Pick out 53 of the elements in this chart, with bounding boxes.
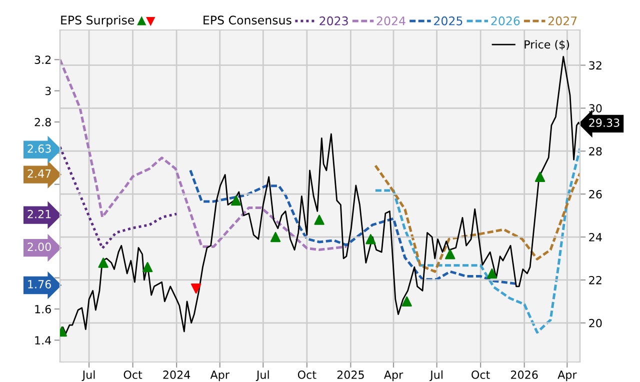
legend-title: EPS Consensus (204, 16, 292, 25)
point (190, 283, 202, 294)
x-tick-label: Apr (384, 370, 404, 382)
line-series (60, 58, 348, 252)
x-tick-label: 2024 (163, 370, 190, 379)
y-tick-label: 1.6 (35, 304, 51, 314)
y-tick-label: 2.63 (28, 144, 51, 153)
y-tick-label: 2.21 (28, 210, 51, 218)
point (445, 249, 456, 260)
point (366, 234, 376, 244)
legend-label: 2024 (376, 16, 406, 26)
y-tick-label: 2.8 (34, 118, 51, 126)
line-series (374, 164, 580, 273)
x-tick-label: Apr (558, 370, 577, 382)
x-tick-label: Oct (472, 370, 490, 379)
y-tick-label: 1.4 (35, 336, 52, 344)
line-series (189, 169, 520, 286)
text: EPS Surprise (61, 15, 134, 27)
y2-tick-label: 24 (589, 232, 602, 242)
x-tick-label: Apr (210, 370, 230, 382)
x-tick-label: Oct (124, 370, 142, 379)
point (98, 258, 108, 268)
x-tick-label: Jul (430, 370, 442, 381)
point (230, 195, 242, 206)
y-tick-label: 3 (45, 86, 51, 96)
point (270, 232, 281, 242)
x-tick-label: Oct (298, 370, 316, 379)
legend-label: Price ($) (524, 40, 570, 50)
x-tick-label: Jul (256, 370, 269, 381)
point (402, 296, 412, 307)
y-tick-label: 1.76 (28, 280, 51, 288)
point (534, 172, 546, 182)
x-tick-label: 2026 (511, 370, 538, 379)
point (486, 268, 498, 279)
x-tick-label: Jul (82, 370, 95, 381)
y2-tick-label: 32 (589, 61, 602, 70)
y2-tick-label: 20 (589, 318, 602, 328)
y2-tick-label: 28 (589, 147, 602, 156)
y2-tick-label: 22 (589, 276, 602, 284)
y-tick-label: 3.2 (34, 56, 51, 64)
x-tick-label: 2025 (337, 370, 364, 379)
y-tick-label: 2.00 (28, 242, 51, 252)
y-tick-label: 2.47 (28, 169, 51, 178)
y2-tick-label: 30 (589, 104, 602, 113)
y2-tick-label: 26 (589, 190, 602, 198)
legend-label: 2027 (548, 16, 577, 26)
y2-tick-label: 29.33 (589, 118, 620, 127)
point (142, 262, 153, 272)
legend-label: 2026 (491, 16, 520, 26)
legend-label: 2025 (434, 16, 462, 26)
legend-label: 2023 (320, 16, 348, 26)
point (314, 214, 324, 225)
line-series (374, 147, 580, 334)
